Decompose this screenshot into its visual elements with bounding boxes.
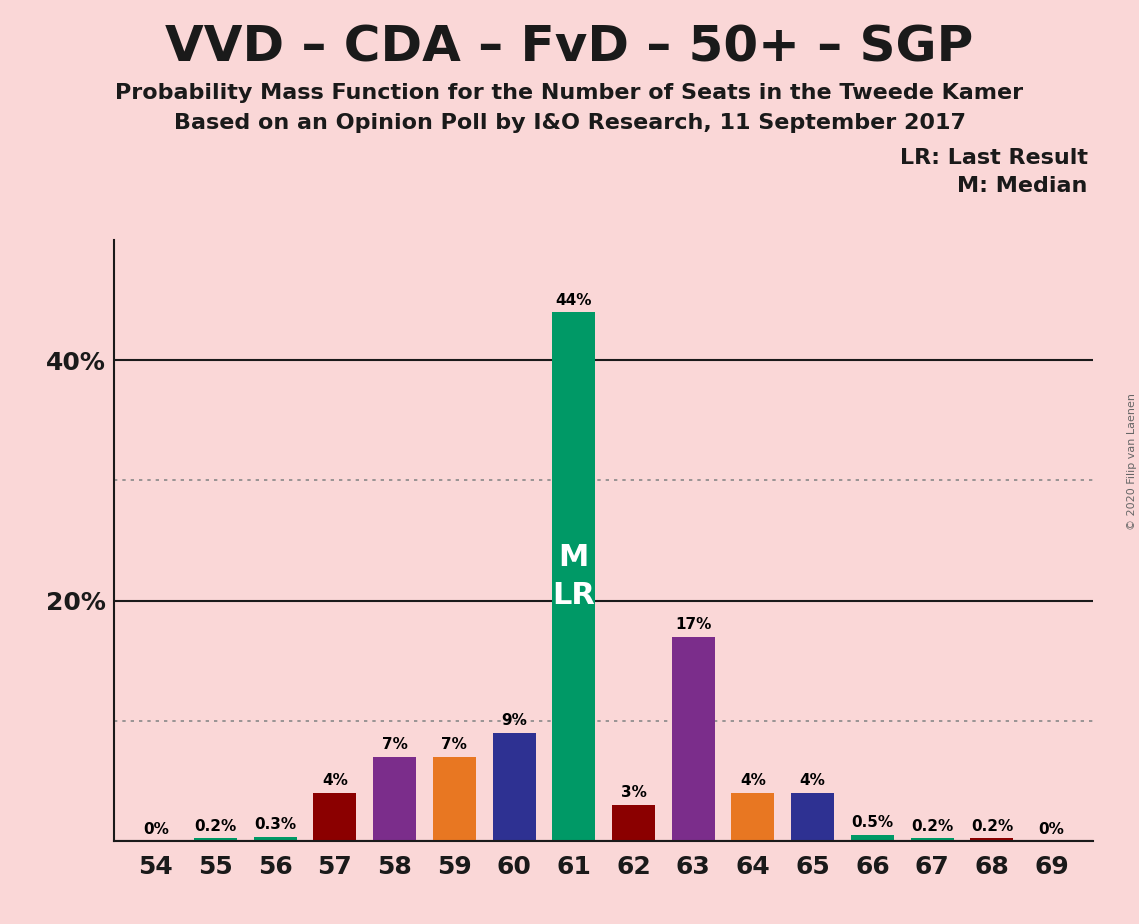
Text: 0.2%: 0.2%: [970, 819, 1013, 833]
Text: Based on an Opinion Poll by I&O Research, 11 September 2017: Based on an Opinion Poll by I&O Research…: [173, 113, 966, 133]
Bar: [911, 838, 953, 841]
Bar: [731, 793, 775, 841]
Text: 0.3%: 0.3%: [254, 818, 296, 833]
Bar: [970, 838, 1014, 841]
Text: 0.2%: 0.2%: [911, 819, 953, 833]
Bar: [374, 757, 416, 841]
Text: 4%: 4%: [740, 773, 765, 788]
Text: M: Median: M: Median: [958, 176, 1088, 196]
Text: 9%: 9%: [501, 713, 527, 728]
Text: 0%: 0%: [142, 822, 169, 837]
Bar: [254, 837, 296, 841]
Text: 4%: 4%: [322, 773, 347, 788]
Text: 0.5%: 0.5%: [851, 815, 893, 830]
Bar: [552, 312, 596, 841]
Text: LR: Last Result: LR: Last Result: [900, 148, 1088, 168]
Bar: [612, 805, 655, 841]
Text: 0.2%: 0.2%: [195, 819, 237, 833]
Text: VVD – CDA – FvD – 50+ – SGP: VVD – CDA – FvD – 50+ – SGP: [165, 23, 974, 71]
Bar: [313, 793, 357, 841]
Bar: [792, 793, 834, 841]
Text: 4%: 4%: [800, 773, 826, 788]
Text: M
LR: M LR: [552, 543, 596, 610]
Bar: [492, 733, 535, 841]
Text: 0%: 0%: [1039, 822, 1065, 837]
Text: 17%: 17%: [675, 617, 712, 632]
Text: 3%: 3%: [621, 785, 647, 800]
Bar: [851, 835, 894, 841]
Bar: [433, 757, 476, 841]
Text: Probability Mass Function for the Number of Seats in the Tweede Kamer: Probability Mass Function for the Number…: [115, 83, 1024, 103]
Text: 7%: 7%: [442, 737, 467, 752]
Bar: [672, 637, 715, 841]
Text: © 2020 Filip van Laenen: © 2020 Filip van Laenen: [1126, 394, 1137, 530]
Text: 44%: 44%: [556, 293, 592, 308]
Text: 7%: 7%: [382, 737, 408, 752]
Bar: [194, 838, 237, 841]
